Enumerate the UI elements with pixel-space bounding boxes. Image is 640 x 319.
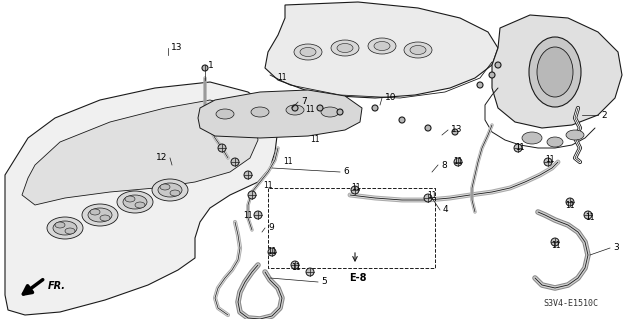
Ellipse shape (216, 109, 234, 119)
Ellipse shape (404, 42, 432, 58)
Ellipse shape (547, 137, 563, 147)
Text: 11: 11 (284, 158, 292, 167)
Circle shape (248, 191, 256, 199)
Ellipse shape (331, 40, 359, 56)
Ellipse shape (100, 215, 110, 221)
Circle shape (254, 211, 262, 219)
Text: 13: 13 (451, 125, 463, 135)
Ellipse shape (321, 107, 339, 117)
Text: 4: 4 (443, 205, 449, 214)
Text: 11: 11 (585, 213, 595, 222)
Text: 1: 1 (208, 61, 214, 70)
Ellipse shape (337, 43, 353, 53)
Circle shape (544, 158, 552, 166)
Circle shape (477, 82, 483, 88)
Circle shape (231, 158, 239, 166)
Circle shape (551, 238, 559, 246)
Text: 10: 10 (385, 93, 397, 102)
Ellipse shape (410, 46, 426, 55)
Ellipse shape (158, 183, 182, 197)
Ellipse shape (47, 217, 83, 239)
Text: 11: 11 (268, 248, 276, 256)
Circle shape (268, 248, 276, 256)
Circle shape (566, 198, 574, 206)
Circle shape (292, 105, 298, 111)
Circle shape (425, 125, 431, 131)
Ellipse shape (529, 37, 581, 107)
Text: S3V4-E1510C: S3V4-E1510C (543, 299, 598, 308)
Polygon shape (22, 100, 258, 205)
Ellipse shape (135, 202, 145, 208)
Text: 11: 11 (351, 183, 361, 192)
Polygon shape (492, 15, 622, 128)
Circle shape (399, 117, 405, 123)
Ellipse shape (537, 47, 573, 97)
Text: 13: 13 (171, 43, 182, 53)
Circle shape (584, 211, 592, 219)
Ellipse shape (65, 228, 75, 234)
Ellipse shape (53, 221, 77, 235)
Text: FR.: FR. (48, 281, 66, 291)
Circle shape (454, 158, 462, 166)
Polygon shape (5, 82, 278, 315)
Text: 11: 11 (263, 181, 273, 189)
Text: 11: 11 (305, 106, 315, 115)
Text: 11: 11 (551, 241, 561, 249)
Text: 11: 11 (310, 136, 320, 145)
Circle shape (337, 109, 343, 115)
Text: 5: 5 (321, 278, 327, 286)
Ellipse shape (522, 132, 542, 144)
Polygon shape (198, 90, 362, 138)
Circle shape (291, 261, 299, 269)
Circle shape (202, 65, 208, 71)
Circle shape (306, 268, 314, 276)
Ellipse shape (566, 130, 584, 140)
Text: 11: 11 (428, 190, 436, 199)
Ellipse shape (123, 195, 147, 209)
Text: 3: 3 (613, 243, 619, 253)
Text: 7: 7 (301, 98, 307, 107)
Ellipse shape (152, 179, 188, 201)
Circle shape (218, 144, 226, 152)
Ellipse shape (117, 191, 153, 213)
Ellipse shape (125, 196, 135, 202)
Ellipse shape (294, 44, 322, 60)
Ellipse shape (286, 105, 304, 115)
Polygon shape (265, 2, 498, 98)
Text: 9: 9 (268, 224, 274, 233)
Text: E-8: E-8 (349, 273, 367, 283)
Text: 11: 11 (545, 155, 555, 165)
Circle shape (372, 105, 378, 111)
Circle shape (244, 171, 252, 179)
Ellipse shape (55, 222, 65, 228)
Text: 2: 2 (601, 110, 607, 120)
Text: 11: 11 (291, 263, 301, 272)
Ellipse shape (160, 184, 170, 190)
Text: 8: 8 (441, 160, 447, 169)
Text: 11: 11 (243, 211, 253, 219)
Ellipse shape (251, 107, 269, 117)
Circle shape (452, 129, 458, 135)
Ellipse shape (300, 48, 316, 56)
Ellipse shape (90, 209, 100, 215)
Text: 11: 11 (515, 144, 525, 152)
Text: 11: 11 (453, 158, 463, 167)
Circle shape (317, 105, 323, 111)
Circle shape (495, 62, 501, 68)
Ellipse shape (170, 190, 180, 196)
Circle shape (424, 194, 432, 202)
Text: 6: 6 (343, 167, 349, 176)
Ellipse shape (82, 204, 118, 226)
Ellipse shape (88, 208, 112, 222)
Circle shape (351, 186, 359, 194)
Text: 11: 11 (565, 201, 575, 210)
Ellipse shape (368, 38, 396, 54)
Circle shape (489, 72, 495, 78)
Text: 12: 12 (156, 153, 167, 162)
Ellipse shape (374, 41, 390, 50)
Circle shape (514, 144, 522, 152)
Text: 11: 11 (277, 73, 287, 83)
